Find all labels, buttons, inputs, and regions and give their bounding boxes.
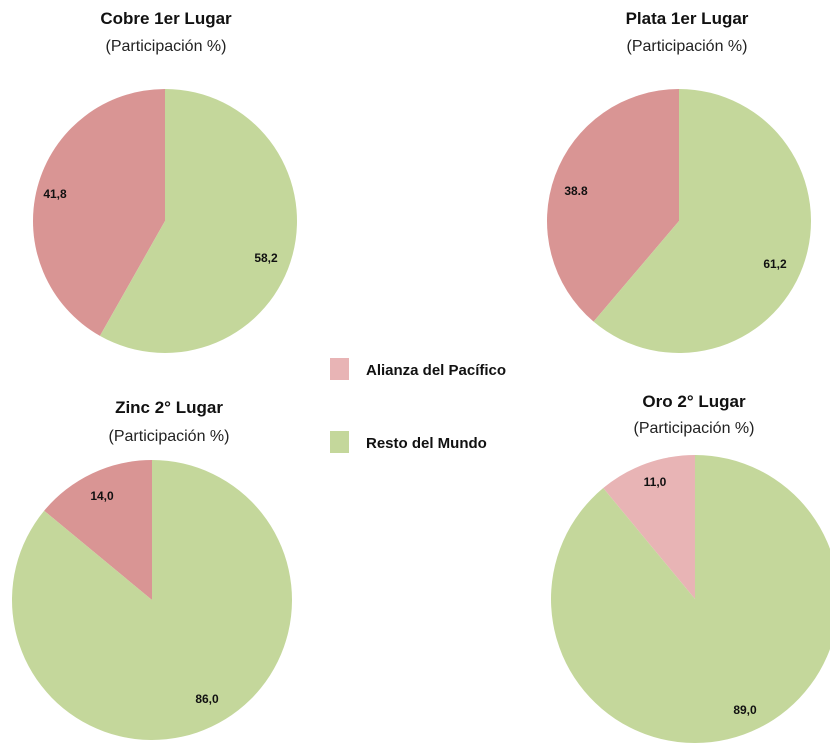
slice-label-resto: 58,2 [254, 251, 278, 265]
chart-subtitle: (Participación %) [634, 420, 755, 437]
chart-title: Cobre 1er Lugar [100, 9, 232, 28]
pie-slices [547, 88, 812, 353]
pie-slice-resto [593, 88, 812, 353]
slice-label-alianza: 14,0 [90, 489, 114, 503]
legend-swatch-alianza [330, 358, 349, 380]
chart-title: Plata 1er Lugar [626, 9, 749, 28]
chart-subtitle: (Participación %) [627, 38, 748, 55]
pie-slice-alianza [547, 89, 679, 322]
legend-label-alianza: Alianza del Pacífico [366, 362, 506, 379]
chart-subtitle: (Participación %) [106, 38, 227, 55]
slice-label-alianza: 38.8 [564, 184, 588, 198]
pie-chart-oro: Oro 2° Lugar (Participación %) 11,0 89,0 [551, 392, 830, 743]
slice-label-resto: 61,2 [763, 257, 787, 271]
pie-slice-resto [11, 460, 293, 740]
pie-chart-cobre: Cobre 1er Lugar (Participación %) 41,8 5… [33, 9, 297, 353]
pie-slice-alianza [44, 460, 153, 600]
pie-slices [11, 460, 293, 740]
pie-slices [551, 455, 830, 743]
pie-chart-zinc: Zinc 2° Lugar (Participación %) 14,0 86,… [11, 398, 293, 740]
chart-subtitle: (Participación %) [109, 428, 230, 445]
pie-slices [33, 89, 297, 353]
pie-slice-resto [99, 89, 297, 353]
slice-label-alianza: 11,0 [644, 475, 667, 489]
pie-slice-alianza [603, 455, 695, 599]
slice-label-resto: 89,0 [733, 703, 757, 717]
slice-label-resto: 86,0 [195, 692, 219, 706]
chart-title: Oro 2° Lugar [642, 392, 746, 411]
legend-label-resto: Resto del Mundo [366, 435, 487, 452]
legend-swatch-resto [330, 431, 349, 453]
pie-slice-resto [551, 455, 830, 743]
chart-title: Zinc 2° Lugar [115, 398, 223, 417]
pie-chart-plata: Plata 1er Lugar (Participación %) 38.8 6… [547, 9, 812, 353]
slice-label-alianza: 41,8 [43, 187, 67, 201]
pie-slice-alianza [33, 89, 165, 336]
legend: Alianza del Pacífico Resto del Mundo [330, 358, 506, 453]
